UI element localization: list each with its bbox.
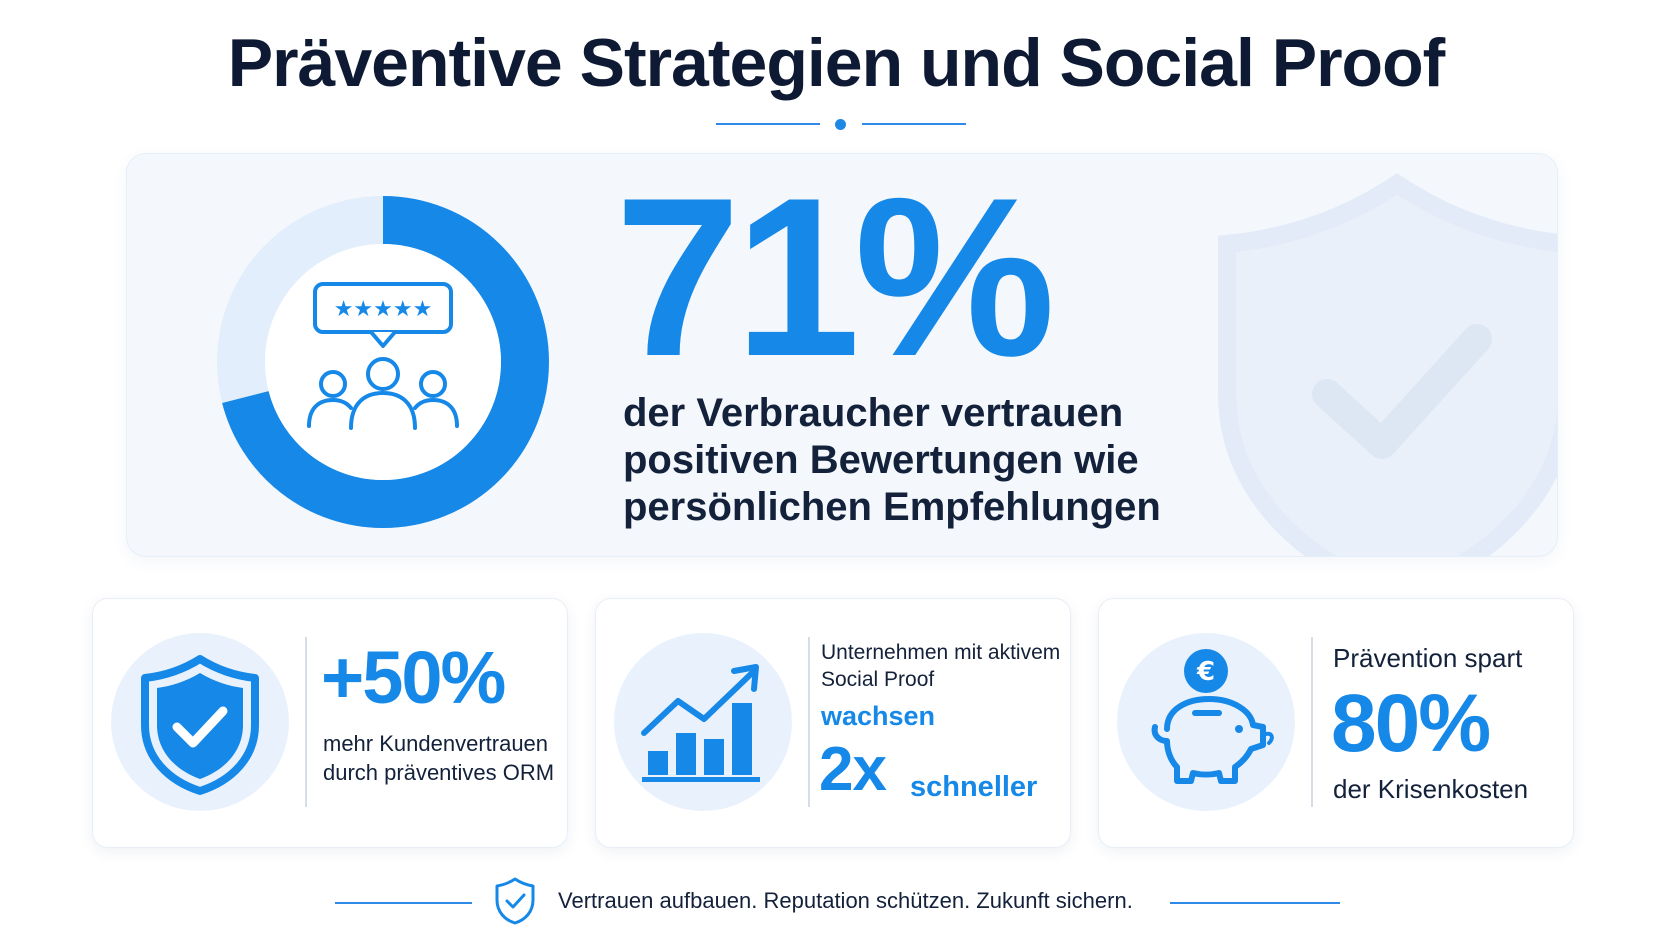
hero-percent-value: 71% <box>615 153 1055 403</box>
hero-card: ★★★★★ 71% der Verbraucher vertrauen posi… <box>126 153 1558 557</box>
footer-divider-right <box>1170 902 1340 904</box>
footer-divider-left <box>335 902 472 904</box>
growth-lead: Unternehmen mit aktivem Social Proof <box>821 641 1061 691</box>
savings-lead: Prävention spart <box>1333 643 1523 673</box>
stat-card-growth: Unternehmen mit aktivem Social Proof wac… <box>595 598 1071 848</box>
shield-check-icon <box>495 877 535 925</box>
review-people-icon: ★★★★★ <box>307 282 459 430</box>
stat-card-savings: € Prävention spart 80% der Krisenkosten <box>1098 598 1574 848</box>
trust-value: +50% <box>321 636 506 719</box>
growth-value: 2x <box>819 735 887 804</box>
trust-description: mehr Kundenvertrauen durch präventives O… <box>323 731 555 785</box>
hero-description: der Verbraucher vertrauen positiven Bewe… <box>623 391 1161 529</box>
shield-check-icon <box>111 633 289 811</box>
review-stars-icon: ★★★★★ <box>313 282 453 348</box>
page-title: Präventive Strategien und Social Proof <box>227 25 1446 101</box>
savings-description: der Krisenkosten <box>1333 774 1529 804</box>
stat-card-trust: +50% mehr Kundenvertrauen durch präventi… <box>92 598 568 848</box>
svg-text:★★★★★: ★★★★★ <box>334 297 433 322</box>
title-divider <box>716 118 966 130</box>
growth-chart-icon <box>614 633 792 811</box>
svg-text:€: € <box>1196 657 1215 687</box>
savings-value: 80% <box>1331 678 1491 769</box>
footer-tagline: Vertrauen aufbauen. Reputation schützen.… <box>558 888 1133 913</box>
growth-emphasis: wachsen <box>821 701 936 731</box>
piggy-bank-euro-icon: € <box>1117 633 1295 811</box>
shield-check-icon <box>1218 173 1557 556</box>
people-group-icon <box>307 357 459 430</box>
growth-suffix: schneller <box>910 771 1038 803</box>
